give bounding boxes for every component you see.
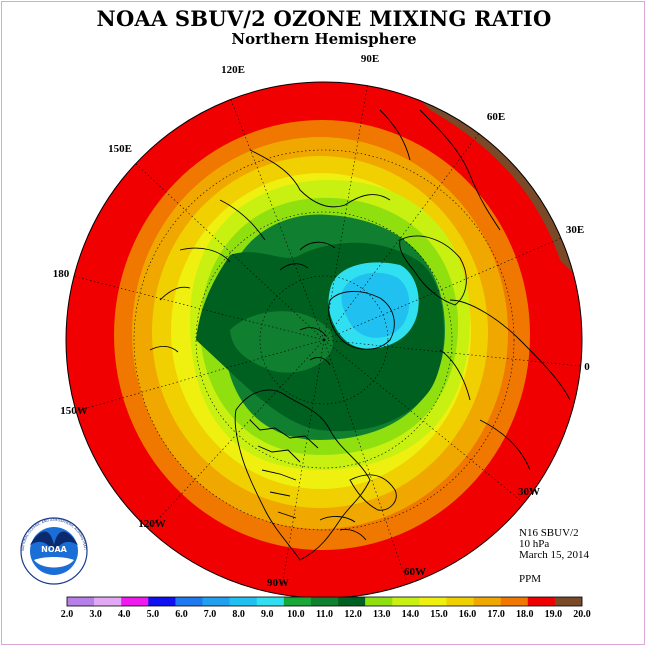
- logo-text: NOAA: [41, 545, 67, 554]
- lon-label-30w: 30W: [518, 486, 540, 498]
- colorbar-swatch: [67, 597, 95, 606]
- logo-wave-icon: [34, 557, 74, 568]
- coastline-caribbean: [319, 516, 367, 541]
- coastline-alaska-bering: [149, 247, 231, 353]
- colorbar-tick-label: 9.0: [261, 609, 274, 620]
- colorbar-swatch: [392, 597, 420, 606]
- colorbar-swatch: [446, 597, 474, 606]
- band-inner-patch: [230, 311, 333, 373]
- latitude-circle-70n: [259, 275, 389, 405]
- colorbar-swatch: [202, 597, 230, 606]
- colorbar-tick-label: 15.0: [430, 609, 448, 620]
- colorbar-swatch: [175, 597, 203, 606]
- colorbar-swatch: [419, 597, 447, 606]
- page-title: NOAA SBUV/2 OZONE MIXING RATIO: [96, 6, 552, 31]
- colorbar-tick-label: 3.0: [89, 609, 102, 620]
- colorbar-border: [66, 596, 583, 607]
- colorbar-tick-label: 11.0: [316, 609, 333, 620]
- latitude-circle-50n: [195, 211, 453, 469]
- coastline-scandinavia: [399, 235, 467, 306]
- colorbar-tick-label: 6.0: [175, 609, 188, 620]
- colorbar-tick-label: 10.0: [287, 609, 305, 620]
- latitude-circles: [133, 149, 515, 531]
- coastline-europe-africa: [439, 299, 571, 471]
- colorbar-swatch: [94, 597, 122, 606]
- coastline-asia-east: [219, 149, 391, 241]
- colorbar-swatch: [148, 597, 176, 606]
- meridian-90w: [281, 339, 325, 587]
- latitude-circle-30n: [133, 149, 515, 531]
- meridian-0: [323, 339, 581, 367]
- lon-label-30e: 30E: [566, 224, 584, 236]
- colorbar-tick-label: 17.0: [487, 609, 505, 620]
- lon-label-180: 180: [53, 268, 70, 280]
- colorbar-tick-label: 13.0: [373, 609, 391, 620]
- logo-bird-icon: [30, 531, 78, 552]
- meridian-150e: [133, 161, 325, 341]
- colorbar-swatch: [310, 597, 339, 606]
- lon-label-90w: 90W: [267, 577, 289, 589]
- units-label: PPM: [519, 573, 541, 585]
- colorbar-swatch: [121, 597, 149, 606]
- band-8-9: [341, 272, 410, 338]
- colorbar-swatch: [554, 597, 583, 606]
- lon-label-150w: 150W: [60, 405, 88, 417]
- meridian-180: [71, 275, 325, 341]
- coastline-greenland-south: [349, 474, 397, 511]
- colorbar-tick-label: 20.0: [573, 609, 591, 620]
- coastline-north-america: [234, 389, 371, 561]
- meridian-120e: [227, 91, 325, 341]
- colorbar-tick-label: 8.0: [232, 609, 245, 620]
- lon-label-120w: 120W: [138, 518, 166, 530]
- coastline-asia-south: [379, 109, 501, 231]
- info-block: N16 SBUV/2 10 hPa March 15, 2014 PPM: [519, 527, 589, 585]
- colorbar-tick-label: 19.0: [545, 609, 563, 620]
- colorbar-swatch: [338, 597, 366, 606]
- lon-label-0: 0: [584, 361, 590, 373]
- colorbar-swatch: [473, 597, 501, 606]
- colorbar-swatch: [229, 597, 258, 606]
- page-subtitle: Northern Hemisphere: [231, 30, 417, 48]
- pressure-level-label: 10 hPa: [519, 538, 549, 550]
- colorbar-tick-label: 5.0: [147, 609, 160, 620]
- lon-label-60e: 60E: [487, 111, 505, 123]
- colorbar-swatch: [283, 597, 312, 606]
- colorbar-tick-label: 14.0: [402, 609, 420, 620]
- ozone-field: [66, 82, 582, 598]
- us-state-lines: [249, 419, 319, 519]
- coastline-greenland: [328, 291, 395, 350]
- coastlines: [149, 109, 571, 561]
- colorbar-tick-label: 4.0: [118, 609, 131, 620]
- colorbar-tick-label: 18.0: [516, 609, 534, 620]
- date-label: March 15, 2014: [519, 549, 589, 561]
- lon-label-120e: 120E: [221, 64, 245, 76]
- colorbar: 2.0 3.0 4.0 5.0 6.0 7.0 8.0 9.0 10.0 11.0 12.0 13.0…: [61, 596, 591, 620]
- meridian-60e: [323, 123, 487, 341]
- coastline-arctic-islands: [279, 241, 336, 366]
- colorbar-swatch: [365, 597, 393, 606]
- colorbar-swatch: [256, 597, 285, 606]
- colorbar-tick-label: 7.0: [204, 609, 217, 620]
- colorbar-swatch: [500, 597, 529, 606]
- lon-label-90e: 90E: [361, 53, 379, 65]
- meridians: [71, 82, 581, 587]
- colorbar-tick-label: 2.0: [61, 609, 74, 620]
- colorbar-tick-label: 12.0: [344, 609, 362, 620]
- longitude-labels: 90E 120E 60E 150E 30E 180 0 150W 30W 120…: [53, 53, 591, 589]
- lon-label-150e: 150E: [108, 143, 132, 155]
- instrument-label: N16 SBUV/2: [519, 527, 579, 539]
- lon-label-60w: 60W: [404, 566, 426, 578]
- meridian-120w: [149, 339, 325, 529]
- colorbar-tick-label: 16.0: [459, 609, 477, 620]
- colorbar-swatch: [527, 597, 556, 606]
